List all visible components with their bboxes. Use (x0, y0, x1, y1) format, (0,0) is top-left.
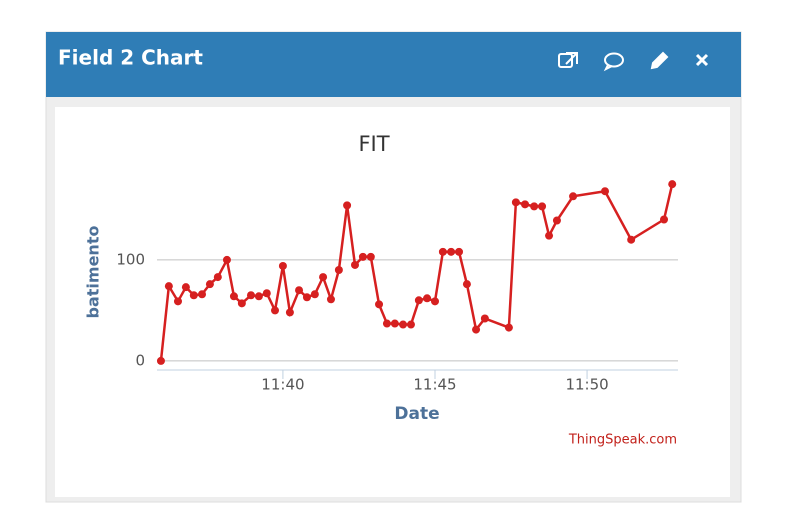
data-point (627, 235, 636, 244)
data-point (511, 198, 520, 207)
header-icons (558, 51, 709, 72)
data-point (382, 319, 391, 328)
data-point (302, 293, 311, 302)
data-point (198, 290, 207, 299)
data-point (438, 247, 447, 256)
data-point (205, 280, 214, 289)
chart-title: FIT (358, 132, 389, 156)
x-tick-label: 11:50 (565, 376, 608, 394)
data-point (390, 319, 399, 328)
data-point (262, 289, 271, 298)
panel-title: Field 2 Chart (58, 46, 203, 70)
data-point (254, 292, 263, 301)
data-point (447, 247, 456, 256)
data-point (285, 308, 294, 317)
data-point (504, 323, 513, 332)
data-point (399, 320, 408, 329)
data-point (375, 300, 384, 309)
data-point (350, 260, 359, 269)
data-point (569, 192, 578, 201)
data-point (156, 356, 165, 365)
credit[interactable]: ThingSpeak.com (568, 433, 677, 448)
data-point (319, 273, 328, 282)
x-axis-label: Date (394, 404, 439, 424)
close-icon[interactable] (695, 53, 709, 67)
data-point (480, 314, 489, 323)
data-point (423, 294, 432, 303)
data-point (552, 216, 561, 225)
data-point (462, 280, 471, 289)
data-point (278, 261, 287, 270)
y-tick-label: 100 (116, 250, 145, 268)
data-point (164, 282, 173, 291)
data-point (237, 299, 246, 308)
data-point (295, 286, 304, 295)
x-tick-label: 11:45 (413, 376, 456, 394)
data-point (472, 325, 481, 334)
y-tick-label: 0 (135, 351, 145, 369)
data-point (455, 247, 464, 256)
data-point (246, 291, 255, 300)
data-point (358, 252, 367, 261)
data-point (430, 297, 439, 306)
open-icon[interactable] (558, 52, 578, 68)
data-point (601, 187, 610, 196)
data-point (343, 201, 352, 210)
data-point (334, 266, 343, 275)
data-point (310, 290, 319, 299)
data-point (406, 320, 415, 329)
data-point (414, 296, 423, 305)
data-point (538, 202, 547, 211)
data-point (181, 283, 190, 292)
data-point (189, 291, 198, 300)
data-point (173, 297, 182, 306)
data-point (229, 292, 238, 301)
data-point (222, 255, 231, 264)
data-point (668, 180, 677, 189)
x-tick-label: 11:40 (261, 376, 304, 394)
y-axis-label: batimento (84, 226, 103, 319)
data-point (521, 200, 530, 209)
panel-header (46, 32, 741, 97)
edit-icon[interactable] (650, 51, 669, 70)
data-point (545, 231, 554, 240)
comment-icon[interactable] (603, 52, 624, 72)
data-point (366, 252, 375, 261)
data-point (271, 306, 280, 315)
data-point (213, 273, 222, 282)
data-point (530, 202, 539, 211)
data-point (660, 215, 669, 224)
data-point (326, 295, 335, 304)
plot: 0 100 11:40 11:45 11:50 (116, 180, 678, 394)
